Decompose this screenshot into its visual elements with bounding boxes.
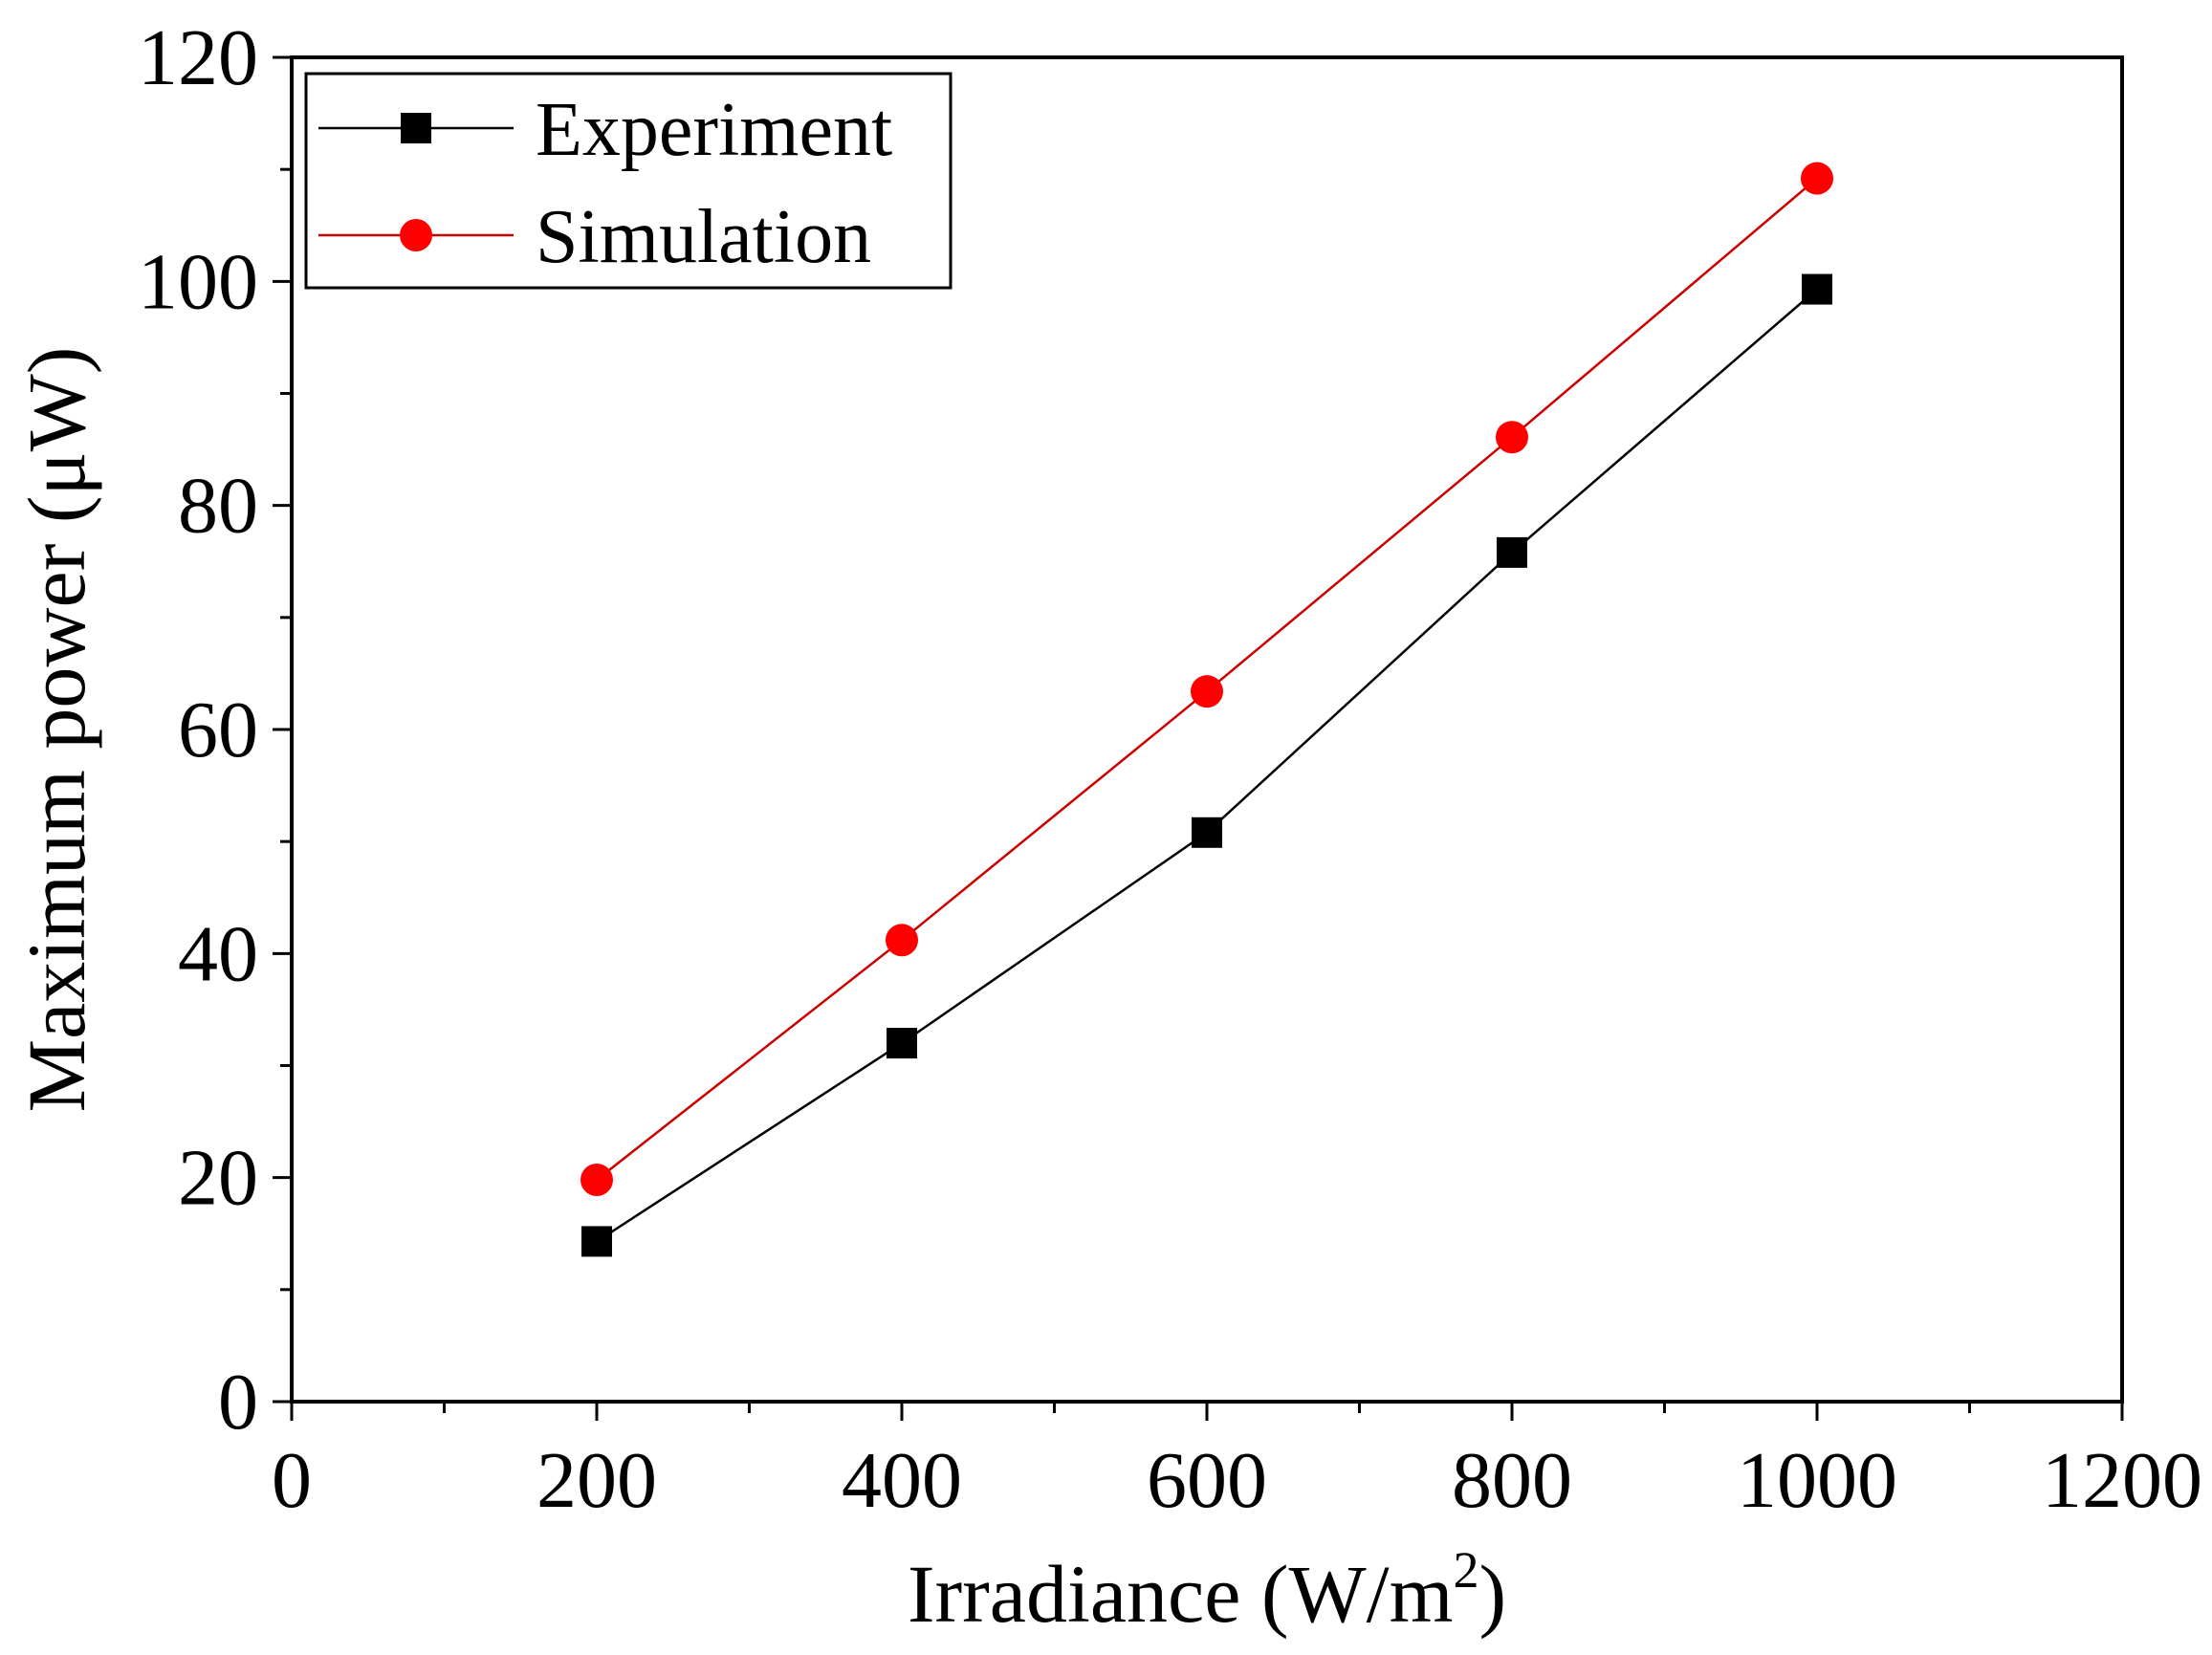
data-point-experiment — [581, 1226, 612, 1257]
x-tick-label: 0 — [272, 1436, 312, 1525]
y-tick-label: 60 — [178, 686, 258, 774]
y-tick-label: 0 — [218, 1358, 258, 1447]
data-point-simulation — [1191, 675, 1223, 708]
legend-marker-experiment — [401, 113, 431, 143]
data-point-simulation — [886, 924, 918, 957]
x-tick-label: 1000 — [1737, 1436, 1897, 1525]
x-tick-label: 1200 — [2042, 1436, 2202, 1525]
y-axis-ticks: 0 20 40 60 80 100 120 — [138, 13, 292, 1447]
y-tick-label: 40 — [178, 909, 258, 998]
y-tick-label: 80 — [178, 462, 258, 551]
y-tick-label: 120 — [138, 13, 258, 102]
legend: Experiment Simulation — [304, 72, 953, 290]
x-axis-title: Irradiance (W/m2) — [908, 1541, 1506, 1640]
legend-label-experiment: Experiment — [536, 88, 892, 172]
data-point-experiment — [1192, 817, 1222, 848]
x-tick-label: 400 — [842, 1436, 962, 1525]
x-tick-label: 800 — [1452, 1436, 1572, 1525]
x-axis-ticks: 0 200 400 600 800 1000 1200 — [272, 1402, 2202, 1525]
data-point-experiment — [1497, 536, 1527, 568]
y-tick-label: 100 — [138, 237, 258, 326]
x-tick-label: 600 — [1147, 1436, 1267, 1525]
data-point-simulation — [580, 1164, 613, 1197]
series-layer — [580, 162, 1833, 1257]
legend-marker-simulation — [400, 219, 432, 251]
y-axis-title: Maximum power (μW) — [11, 347, 102, 1113]
data-point-simulation — [1496, 421, 1528, 454]
series-line-experiment — [596, 288, 1818, 1243]
data-point-experiment — [1802, 273, 1832, 305]
legend-label-simulation: Simulation — [536, 195, 871, 279]
legend-box — [304, 72, 953, 290]
x-tick-label: 200 — [537, 1436, 657, 1525]
data-point-experiment — [887, 1028, 917, 1059]
y-tick-label: 20 — [178, 1134, 258, 1223]
data-point-simulation — [1801, 162, 1833, 195]
